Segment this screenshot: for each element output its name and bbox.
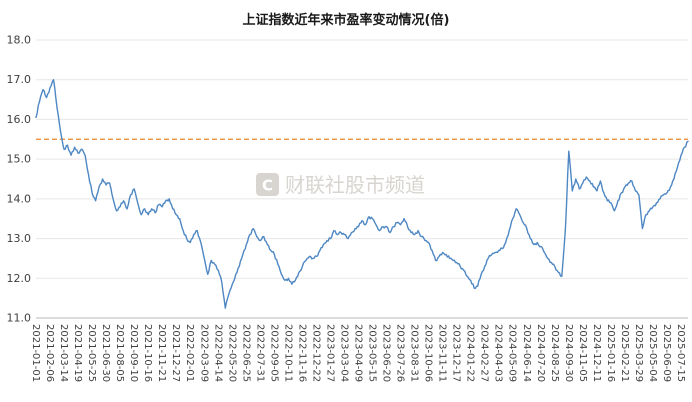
x-axis-label: 2023-12-17 [451, 324, 462, 382]
watermark-logo: C [262, 177, 273, 195]
x-axis-label: 2023-11-11 [437, 324, 448, 382]
x-axis-label: 2025-03-29 [633, 324, 644, 382]
x-axis-label: 2025-01-16 [605, 324, 616, 382]
x-axis-label: 2021-05-25 [86, 324, 97, 382]
y-axis-label: 18.0 [7, 34, 32, 47]
x-axis-label: 2024-07-20 [535, 324, 546, 382]
y-axis-label: 17.0 [7, 73, 32, 86]
chart-title: 上证指数近年来市盈率变动情况(倍) [242, 13, 450, 28]
x-axis-label: 2024-06-14 [521, 324, 532, 382]
x-axis-label: 2021-11-21 [156, 324, 167, 382]
x-axis-label: 2024-01-22 [465, 324, 476, 382]
x-axis-label: 2024-08-25 [549, 324, 560, 382]
y-axis-label: 15.0 [7, 153, 32, 166]
x-axis-label: 2021-12-27 [170, 324, 181, 382]
x-axis-label: 2023-03-04 [338, 324, 349, 382]
x-axis-label: 2022-06-25 [240, 324, 251, 382]
watermark: C 财联社股市频道 [256, 173, 425, 197]
x-axis-label: 2022-03-09 [198, 324, 209, 382]
x-axis-label: 2023-08-31 [409, 324, 420, 382]
x-axis-label: 2024-05-09 [507, 324, 518, 382]
x-axis-label: 2024-02-27 [479, 324, 490, 382]
x-axis-label: 2025-07-15 [675, 324, 686, 382]
x-axis-label: 2025-05-04 [647, 324, 658, 382]
y-axis-label: 13.0 [7, 232, 32, 245]
x-axis-label: 2021-06-30 [100, 324, 111, 382]
x-axis-label: 2023-07-26 [395, 324, 406, 382]
x-axis-label: 2022-02-01 [184, 324, 195, 382]
x-axis-label: 2022-07-31 [254, 324, 265, 382]
x-axis-label: 2022-12-22 [310, 324, 321, 382]
y-axis-label: 16.0 [7, 113, 32, 126]
series-line [35, 79, 689, 309]
x-axis-label: 2025-02-21 [619, 324, 630, 382]
x-axis-label: 2023-01-27 [324, 324, 335, 382]
x-axis-label: 2023-04-09 [352, 324, 363, 382]
x-axis-label: 2024-04-03 [493, 324, 504, 382]
x-axis-label: 2022-11-16 [296, 324, 307, 382]
x-axis-label: 2022-10-11 [282, 324, 293, 382]
x-axis-label: 2023-10-06 [423, 324, 434, 382]
x-axis-label: 2021-04-19 [72, 324, 83, 382]
x-axis-label: 2021-01-01 [30, 324, 41, 382]
y-axis-label: 11.0 [7, 312, 32, 325]
x-axis-label: 2022-05-20 [226, 324, 237, 382]
x-axis-label: 2021-03-14 [58, 324, 69, 382]
x-axis-label: 2023-06-20 [381, 324, 392, 382]
x-axis-label: 2021-02-06 [44, 324, 55, 382]
y-axis-label: 14.0 [7, 192, 32, 205]
x-axis-label: 2024-09-30 [563, 324, 574, 382]
x-axis-label: 2025-06-09 [661, 324, 672, 382]
x-axis-label: 2024-11-05 [577, 324, 588, 382]
x-axis-label: 2023-05-15 [367, 324, 378, 382]
x-axis-label: 2024-12-11 [591, 324, 602, 382]
x-axis-label: 2022-09-05 [268, 324, 279, 382]
x-axis-label: 2021-09-10 [128, 324, 139, 382]
x-axis-label: 2021-10-16 [142, 324, 153, 382]
x-axis-label: 2022-04-14 [212, 324, 223, 382]
x-axis-label: 2021-08-05 [114, 324, 125, 382]
watermark-text: 财联社股市频道 [285, 173, 425, 197]
y-axis-label: 12.0 [7, 272, 32, 285]
watermark-logo-box [256, 173, 279, 196]
